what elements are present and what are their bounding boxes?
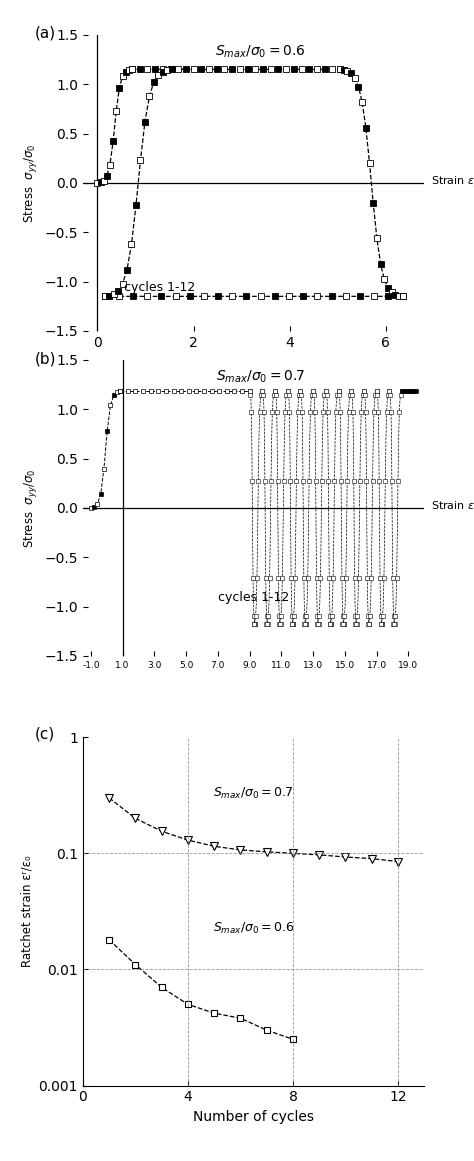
Text: $S_{max}/\sigma_0=0.7$: $S_{max}/\sigma_0=0.7$ <box>213 786 293 801</box>
Text: (a): (a) <box>35 26 56 41</box>
Text: Strain $\varepsilon_{yy}/\varepsilon_0$: Strain $\varepsilon_{yy}/\varepsilon_0$ <box>431 174 474 192</box>
Text: Strain $\varepsilon_{yy}/\varepsilon_0$: Strain $\varepsilon_{yy}/\varepsilon_0$ <box>431 499 474 517</box>
Y-axis label: Ratchet strain εʳ/ε₀: Ratchet strain εʳ/ε₀ <box>20 856 33 967</box>
Text: (c): (c) <box>35 727 55 742</box>
Text: (b): (b) <box>35 351 57 366</box>
X-axis label: Number of cycles: Number of cycles <box>193 1110 314 1124</box>
Text: cycles 1-12: cycles 1-12 <box>218 591 289 604</box>
Y-axis label: Stress  $\sigma_{yy}/\sigma_0$: Stress $\sigma_{yy}/\sigma_0$ <box>22 468 39 548</box>
Y-axis label: Stress  $\sigma_{yy}/\sigma_0$: Stress $\sigma_{yy}/\sigma_0$ <box>22 143 39 223</box>
Text: $S_{max}/\sigma_0=0.7$: $S_{max}/\sigma_0=0.7$ <box>216 369 305 385</box>
Text: cycles 1-12: cycles 1-12 <box>124 281 195 294</box>
Text: $S_{max}/\sigma_0=0.6$: $S_{max}/\sigma_0=0.6$ <box>213 922 294 937</box>
Text: $S_{max}/\sigma_0=0.6$: $S_{max}/\sigma_0=0.6$ <box>215 44 306 60</box>
